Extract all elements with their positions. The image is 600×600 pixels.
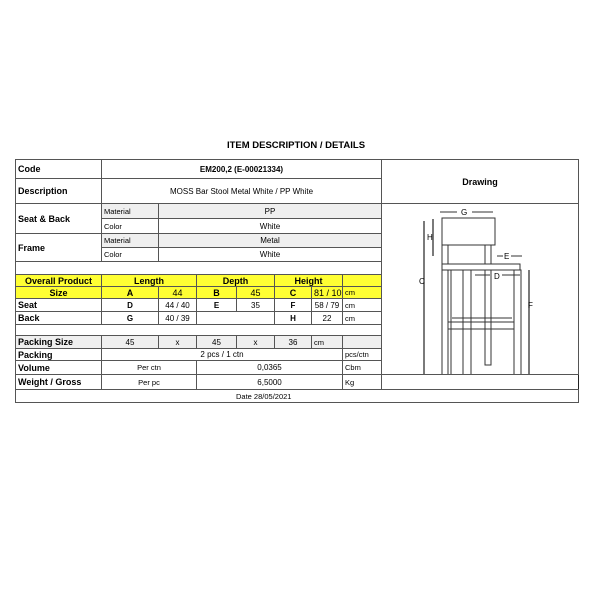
dim-e-label: E xyxy=(196,298,237,312)
seat-label: Seat xyxy=(15,298,102,312)
seat-back-color: White xyxy=(157,218,383,234)
packing-label: Packing xyxy=(15,348,102,361)
dim-d-value: 44 / 40 xyxy=(158,298,197,312)
dim-b-value: 45 xyxy=(236,286,275,299)
drawing-header: Drawing xyxy=(381,159,580,204)
packing-width: 45 xyxy=(196,335,237,349)
packing-size-unit: cm xyxy=(311,335,343,349)
dim-c-label: C xyxy=(274,286,312,299)
bar-stool-drawing: G H E D C F B A xyxy=(419,208,533,374)
volume-label: Volume xyxy=(15,360,102,375)
dim-f-value: 58 / 79 xyxy=(311,298,343,312)
label-h: H xyxy=(427,233,433,242)
spacer-row xyxy=(14,261,383,275)
seat-back-color-label: Color xyxy=(101,218,159,234)
seat-unit: cm xyxy=(341,298,383,312)
seat-back-label: Seat & Back xyxy=(15,203,102,234)
frame-color-label: Color xyxy=(101,247,159,262)
volume-per: Per ctn xyxy=(101,360,197,375)
seat-back-material: PP xyxy=(157,203,383,219)
description-value: MOSS Bar Stool Metal White / PP White xyxy=(100,178,383,204)
packing-x-1: x xyxy=(158,335,197,349)
volume-unit: Cbm xyxy=(341,360,383,375)
packing-size-blank xyxy=(341,335,383,349)
item-details-table: Code EM200,2 (E-00021334) Drawing Descri… xyxy=(14,159,580,403)
dim-c-value: 81 / 102 xyxy=(311,286,343,299)
date: Date 28/05/2021 xyxy=(14,389,580,403)
dim-g-label: G xyxy=(101,311,159,325)
frame-label: Frame xyxy=(15,233,102,262)
dim-e-value: 35 xyxy=(236,298,275,312)
size-unit-blank xyxy=(341,274,383,287)
packing-height: 36 xyxy=(274,335,312,349)
backrest xyxy=(441,217,496,246)
frame-color: White xyxy=(157,247,383,262)
packing-size-label: Packing Size xyxy=(15,335,102,349)
label-f: F xyxy=(528,301,533,310)
packing-value: 2 pcs / 1 ctn xyxy=(101,348,343,361)
weight-value: 6,5000 xyxy=(196,374,343,390)
back-blank xyxy=(196,311,275,325)
depth-header: Depth xyxy=(196,274,275,287)
back-unit: cm xyxy=(341,311,383,325)
dim-b-label: B xyxy=(196,286,237,299)
weight-label: Weight / Gross xyxy=(15,374,102,390)
back-label: Back xyxy=(15,311,102,325)
weight-unit: Kg xyxy=(341,374,383,390)
spacer-row-2 xyxy=(14,324,383,336)
dim-d-label: D xyxy=(101,298,159,312)
drawing-cell: G H E D C F B A xyxy=(381,203,580,375)
size-label-1: Overall Product xyxy=(15,274,102,287)
dim-a-value: 44 xyxy=(158,286,197,299)
packing-unit: pcs/ctn xyxy=(341,348,383,361)
size-label-2: Size xyxy=(15,286,102,299)
description-label: Description xyxy=(15,178,102,204)
dim-a-label: A xyxy=(101,286,159,299)
packing-x-2: x xyxy=(236,335,275,349)
seat xyxy=(441,263,521,271)
height-header: Height xyxy=(274,274,343,287)
code-label: Code xyxy=(15,159,102,179)
packing-length: 45 xyxy=(101,335,159,349)
dim-h-label: H xyxy=(274,311,312,325)
seat-back-material-label: Material xyxy=(101,203,159,219)
label-g: G xyxy=(461,208,467,217)
size-unit: cm xyxy=(341,286,383,299)
frame-material-label: Material xyxy=(101,233,159,248)
dim-h-value: 22 xyxy=(311,311,343,325)
dim-f-label: F xyxy=(274,298,312,312)
weight-per: Per pc xyxy=(101,374,197,390)
label-e: E xyxy=(504,252,509,261)
frame-material: Metal xyxy=(157,233,383,248)
dim-g-value: 40 / 39 xyxy=(158,311,197,325)
document-title: ITEM DESCRIPTION / DETAILS xyxy=(226,140,366,151)
volume-value: 0,0365 xyxy=(196,360,343,375)
label-c: C xyxy=(419,277,425,286)
label-d: D xyxy=(494,272,500,281)
length-header: Length xyxy=(101,274,197,287)
code-value: EM200,2 (E-00021334) xyxy=(100,159,383,179)
